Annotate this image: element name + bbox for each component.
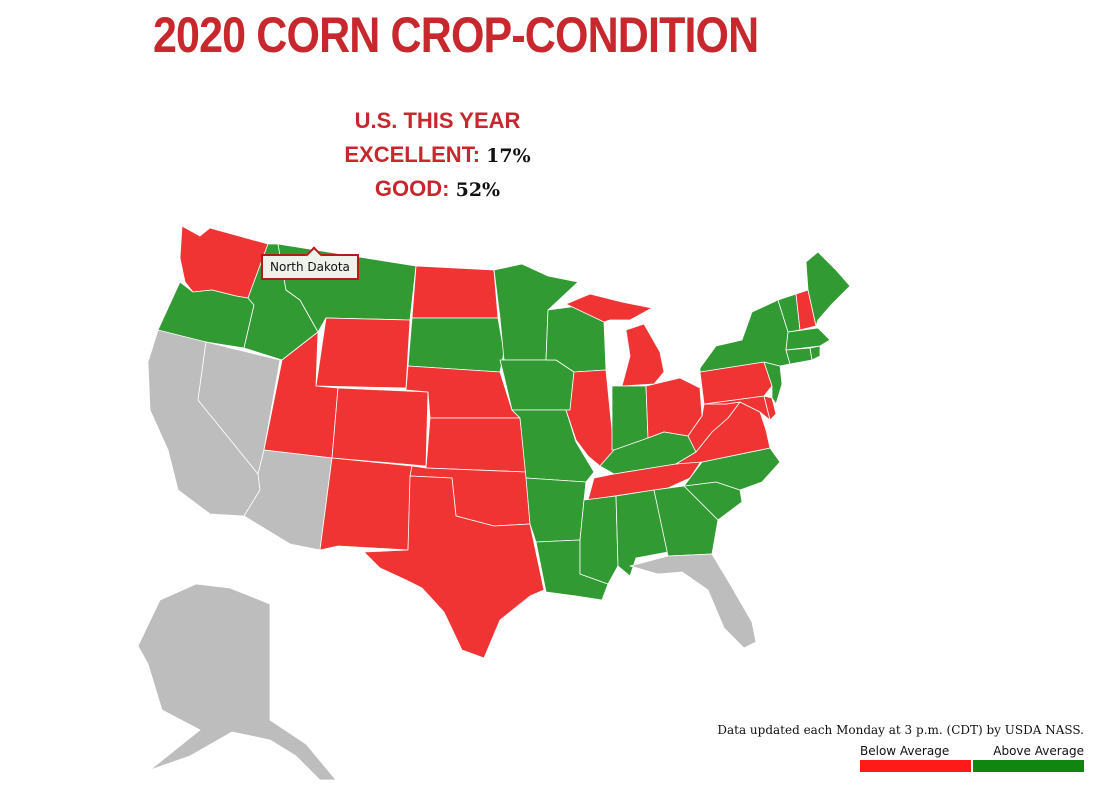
national-summary: U.S. THIS YEAR EXCELLENT: 17% GOOD: 52% (300, 104, 575, 206)
state-michigan[interactable] (565, 293, 665, 387)
map-title: 2020 CORN CROP-CONDITION (153, 7, 759, 63)
legend-below-label: Below Average (860, 744, 950, 758)
excellent-value: 17% (486, 145, 531, 167)
tooltip-label: North Dakota (270, 260, 350, 274)
state-massachusetts[interactable] (785, 327, 831, 351)
summary-heading: U.S. THIS YEAR (354, 108, 521, 133)
legend-above-swatch (973, 760, 1084, 772)
state-tooltip: North Dakota (261, 246, 359, 280)
state-new-mexico[interactable] (319, 457, 413, 551)
state-alaska[interactable] (137, 583, 337, 781)
state-mississippi[interactable] (579, 495, 619, 585)
good-value: 52% (455, 179, 501, 201)
state-iowa[interactable] (499, 359, 575, 411)
state-north-dakota[interactable] (411, 265, 499, 319)
state-south-dakota[interactable] (407, 317, 505, 373)
state-connecticut[interactable] (785, 347, 813, 365)
state-illinois[interactable] (565, 369, 615, 467)
state-delaware[interactable] (763, 395, 777, 421)
good-stat: GOOD: 52% (300, 172, 575, 206)
good-label: GOOD: (374, 176, 450, 201)
state-texas[interactable] (363, 475, 545, 659)
state-colorado[interactable] (331, 387, 429, 467)
state-maine[interactable] (805, 251, 851, 327)
state-kansas[interactable] (425, 417, 527, 473)
legend-below-swatch (860, 760, 971, 772)
state-georgia[interactable] (653, 485, 719, 557)
legend-above-label: Above Average (993, 744, 1084, 758)
state-wyoming[interactable] (315, 317, 411, 389)
state-arkansas[interactable] (525, 477, 587, 543)
legend-bar (860, 760, 1084, 772)
state-new-york[interactable] (699, 299, 791, 373)
state-florida[interactable] (629, 553, 757, 649)
excellent-stat: EXCELLENT: 17% (300, 138, 575, 172)
state-rhode-island[interactable] (809, 345, 821, 361)
excellent-label: EXCELLENT: (344, 142, 481, 167)
legend-divider (971, 760, 973, 772)
data-source-note: Data updated each Monday at 3 p.m. (CDT)… (717, 723, 1084, 737)
